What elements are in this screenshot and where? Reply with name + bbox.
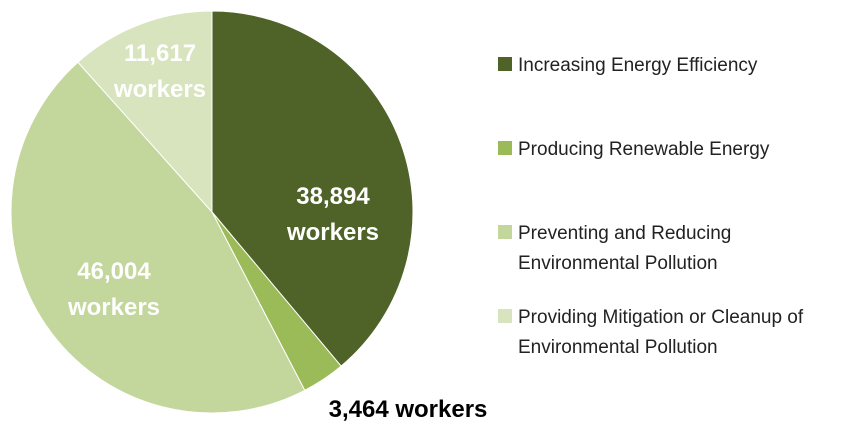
pie-slice [77,10,213,214]
legend-swatch [498,225,512,239]
legend: Increasing Energy Efficiency Producing Re… [498,55,804,358]
legend-swatch [498,141,512,155]
legend-label: Producing Renewable Energy [518,139,770,160]
legend-item: Preventing and Reducing Environmental Pol… [498,223,731,274]
slice-data-label: 3,464 workers [329,396,488,421]
legend-item: Providing Mitigation or Cleanup of Enviro… [498,307,804,358]
legend-label: Providing Mitigation or Cleanup of Enviro… [518,307,804,358]
legend-swatch [498,57,512,71]
pie-slices [10,10,414,414]
slice-data-label: 38,894 workers [286,183,379,246]
legend-swatch [498,309,512,323]
legend-item: Producing Renewable Energy [498,139,770,160]
legend-item: Increasing Energy Efficiency [498,55,758,76]
pie-slice [211,10,414,367]
legend-label: Increasing Energy Efficiency [518,55,758,76]
pie-slice [10,61,306,414]
slice-data-label: 11,617 workers [113,40,206,103]
slice-data-label: 46,004 workers [67,258,160,321]
slice-labels: 38,894 workers 3,464 workers 46,004 workers 1… [67,40,487,421]
legend-label: Preventing and Reducing Environmental Pol… [518,223,731,274]
